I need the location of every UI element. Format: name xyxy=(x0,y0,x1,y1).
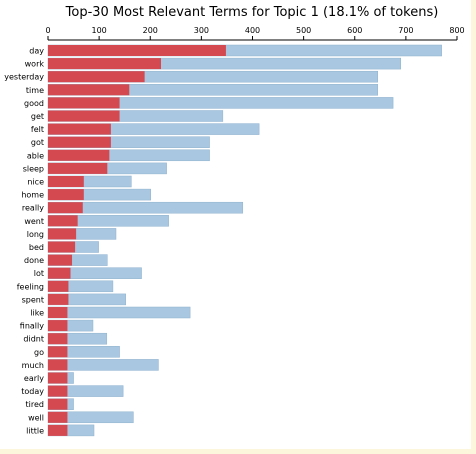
topic-bar-sleep xyxy=(48,162,108,174)
topic-bar-felt xyxy=(48,123,111,135)
term-label-done: done xyxy=(24,256,44,265)
topic-bar-nice xyxy=(48,176,84,187)
term-labels: day work yesterday time good get felt got able sl… xyxy=(4,47,44,436)
term-label-long: long xyxy=(27,230,44,239)
term-label-really: really xyxy=(22,204,44,213)
overall-bar-like xyxy=(47,306,191,319)
x-axis: 0 100 200 300 400 500 600 700 800 xyxy=(45,26,465,41)
term-label-felt: felt xyxy=(31,125,44,134)
term-label-went: went xyxy=(24,217,44,226)
term-label-lot: lot xyxy=(34,269,44,278)
x-tick-label-8: 800 xyxy=(449,26,464,35)
overall-frequency-bars xyxy=(47,44,442,437)
term-label-much: much xyxy=(22,361,44,370)
term-label-today: today xyxy=(21,387,44,396)
term-label-didnt: didnt xyxy=(23,335,44,344)
topic-bar-done xyxy=(48,254,73,266)
topic-bar-got xyxy=(48,136,111,148)
term-label-day: day xyxy=(29,47,44,56)
topic-bar-home xyxy=(48,189,84,201)
topic-bar-work xyxy=(48,58,161,70)
topic-bar-little xyxy=(48,424,68,436)
x-tick-label-0: 0 xyxy=(45,26,50,35)
topic-bar-feeling xyxy=(48,280,69,292)
term-label-well: well xyxy=(28,413,44,422)
term-label-work: work xyxy=(25,60,45,69)
x-tick-label-1: 100 xyxy=(91,26,106,35)
topic-bar-bed xyxy=(48,241,76,253)
topic-bar-like xyxy=(48,307,68,318)
topic-bar-time xyxy=(48,84,130,96)
topic-bar-early xyxy=(48,372,68,384)
term-label-spent: spent xyxy=(22,295,44,304)
topic-bar-day xyxy=(48,45,226,56)
topic-bar-tired xyxy=(48,398,68,410)
x-tick-label-2: 200 xyxy=(143,26,158,35)
topic-bar-didnt xyxy=(48,333,68,345)
x-tick-label-6: 600 xyxy=(347,26,362,35)
x-tick-label-3: 300 xyxy=(194,26,209,35)
topic-bar-well xyxy=(48,411,68,423)
term-label-go: go xyxy=(34,348,44,357)
topic-bar-get xyxy=(48,110,120,122)
term-label-get: get xyxy=(31,112,44,121)
topic-bar-went xyxy=(48,215,78,227)
topic-bar-finally xyxy=(48,320,68,332)
term-label-yesterday: yesterday xyxy=(4,73,44,82)
x-tick-label-5: 500 xyxy=(296,26,311,35)
topic-bar-really xyxy=(48,202,83,214)
topic-bar-go xyxy=(48,346,68,358)
topic-bar-good xyxy=(48,97,120,109)
topic-bar-long xyxy=(48,228,77,240)
topic-bar-spent xyxy=(48,293,69,305)
term-label-bed: bed xyxy=(29,243,44,252)
term-label-finally: finally xyxy=(20,322,44,331)
x-tick-label-7: 700 xyxy=(398,26,413,35)
topic-bar-able xyxy=(48,149,110,161)
term-label-early: early xyxy=(24,374,44,383)
term-label-home: home xyxy=(21,191,44,200)
term-label-able: able xyxy=(27,151,44,160)
topic-bar-today xyxy=(48,385,68,397)
topic-bar-lot xyxy=(48,267,71,279)
topic-bar-yesterday xyxy=(48,71,145,83)
chart-title: Top-30 Most Relevant Terms for Topic 1 (… xyxy=(65,5,439,20)
term-label-tired: tired xyxy=(26,400,44,409)
term-label-got: got xyxy=(31,138,44,147)
term-label-feeling: feeling xyxy=(17,282,44,291)
background-strip-bottom xyxy=(0,449,476,454)
topic-frequency-bars xyxy=(48,45,226,436)
x-tick-label-4: 400 xyxy=(245,26,260,35)
background-strip-right xyxy=(471,0,476,454)
topic-bar-much xyxy=(48,359,68,371)
term-label-time: time xyxy=(26,86,44,95)
term-label-like: like xyxy=(30,309,44,318)
term-label-sleep: sleep xyxy=(23,164,44,173)
term-label-good: good xyxy=(24,99,44,108)
term-label-nice: nice xyxy=(27,178,44,187)
term-label-little: little xyxy=(26,426,44,435)
